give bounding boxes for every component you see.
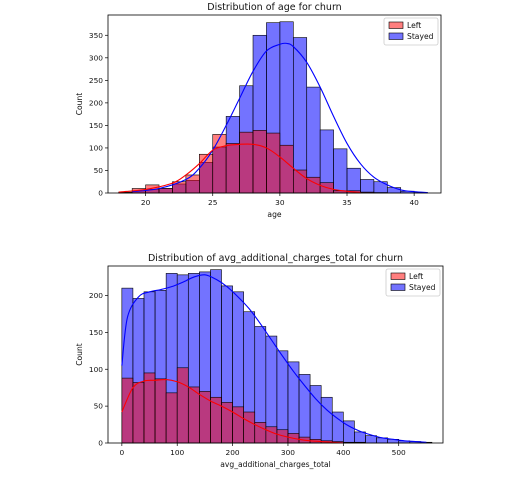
kde-line-stayed (121, 274, 427, 443)
legend-label-left: Left (407, 21, 421, 30)
x-tick-label: 200 (226, 448, 240, 457)
y-tick-label: 200 (89, 98, 103, 107)
x-tick-label: 25 (208, 198, 218, 207)
plot-frame (107, 14, 442, 194)
x-tick-label: 100 (170, 448, 184, 457)
chart-title: Distribution of avg_additional_charges_t… (148, 253, 403, 264)
charges-histogram: Distribution of avg_additional_charges_t… (75, 253, 444, 469)
bar-stayed (365, 435, 377, 444)
bar-left (225, 143, 240, 194)
kde-layer (121, 274, 427, 444)
bar-stayed (276, 350, 289, 444)
x-tick-label: 0 (119, 448, 124, 457)
bar-left (212, 134, 227, 194)
bar-left (154, 378, 167, 444)
bar-left (121, 377, 134, 444)
bar-stayed (346, 167, 361, 194)
legend-label-left: Left (409, 272, 423, 281)
ticks-layer: 20 25 30 35 40 0 50 100 150 200 250 300 350 (89, 31, 419, 207)
bar-stayed (386, 187, 402, 194)
y-tick-label: 350 (89, 31, 103, 40)
y-tick-label: 50 (94, 402, 104, 411)
bar-left (265, 426, 278, 444)
bar-stayed (354, 431, 366, 444)
kde-layer (118, 42, 428, 194)
chart-title: Distribution of age for churn (207, 2, 341, 13)
bar-left (176, 367, 189, 444)
legend-label-stayed: Stayed (409, 283, 436, 292)
bar-left (132, 382, 145, 444)
y-tick-label: 200 (89, 291, 103, 300)
legend-swatch-left (388, 21, 404, 29)
bar-left (266, 132, 281, 194)
x-axis-label: avg_additional_charges_total (220, 460, 331, 469)
legend: Left Stayed (385, 268, 441, 297)
x-tick-label: 400 (336, 448, 350, 457)
y-axis-label: Count (75, 93, 84, 116)
bar-left (172, 181, 187, 194)
x-axis-label: age (267, 210, 281, 219)
bar-left (239, 131, 254, 194)
bar-stayed (333, 148, 348, 194)
x-tick-label: 35 (342, 198, 352, 207)
kde-line-left (118, 143, 361, 194)
x-tick-label: 300 (281, 448, 295, 457)
bar-left (165, 392, 178, 444)
legend-swatch-left (390, 272, 406, 280)
y-tick-label: 50 (94, 166, 104, 175)
bar-stayed (331, 411, 344, 444)
bars-layer (118, 21, 428, 194)
plot-frame (107, 265, 444, 444)
x-tick-label: 20 (141, 198, 151, 207)
bar-stayed (320, 396, 333, 444)
kde-line-stayed (132, 42, 428, 194)
bar-left (279, 144, 294, 194)
x-tick-label: 30 (275, 198, 285, 207)
y-tick-label: 300 (89, 53, 103, 62)
bar-left (187, 386, 200, 444)
kde-line-left (121, 378, 344, 444)
y-tick-label: 100 (89, 365, 103, 374)
age-histogram: Distribution of age for churn age Count … (75, 2, 442, 219)
ticks-layer: 0 100 200 300 400 500 0 50 100 150 200 (89, 291, 406, 457)
bar-left (143, 372, 156, 444)
bar-stayed (287, 361, 300, 444)
bar-left (199, 391, 211, 444)
y-tick-label: 150 (89, 328, 103, 337)
y-tick-label: 0 (98, 189, 103, 198)
y-tick-label: 250 (89, 76, 103, 85)
x-tick-label: 40 (409, 198, 419, 207)
bar-left (232, 406, 244, 444)
bar-left (243, 411, 256, 444)
bar-left (185, 174, 200, 194)
legend-label-stayed: Stayed (407, 32, 434, 41)
y-tick-label: 100 (89, 144, 103, 153)
bars-layer (121, 269, 433, 444)
y-tick-label: 0 (98, 439, 103, 448)
legend-swatch-stayed (390, 283, 406, 291)
bar-left (158, 188, 173, 194)
legend: Left Stayed (383, 17, 439, 46)
y-axis-label: Count (75, 343, 84, 366)
x-tick-label: 500 (392, 448, 406, 457)
bar-stayed (360, 179, 375, 194)
legend-swatch-stayed (388, 32, 404, 40)
y-tick-label: 150 (89, 121, 103, 130)
bar-left (252, 130, 267, 194)
